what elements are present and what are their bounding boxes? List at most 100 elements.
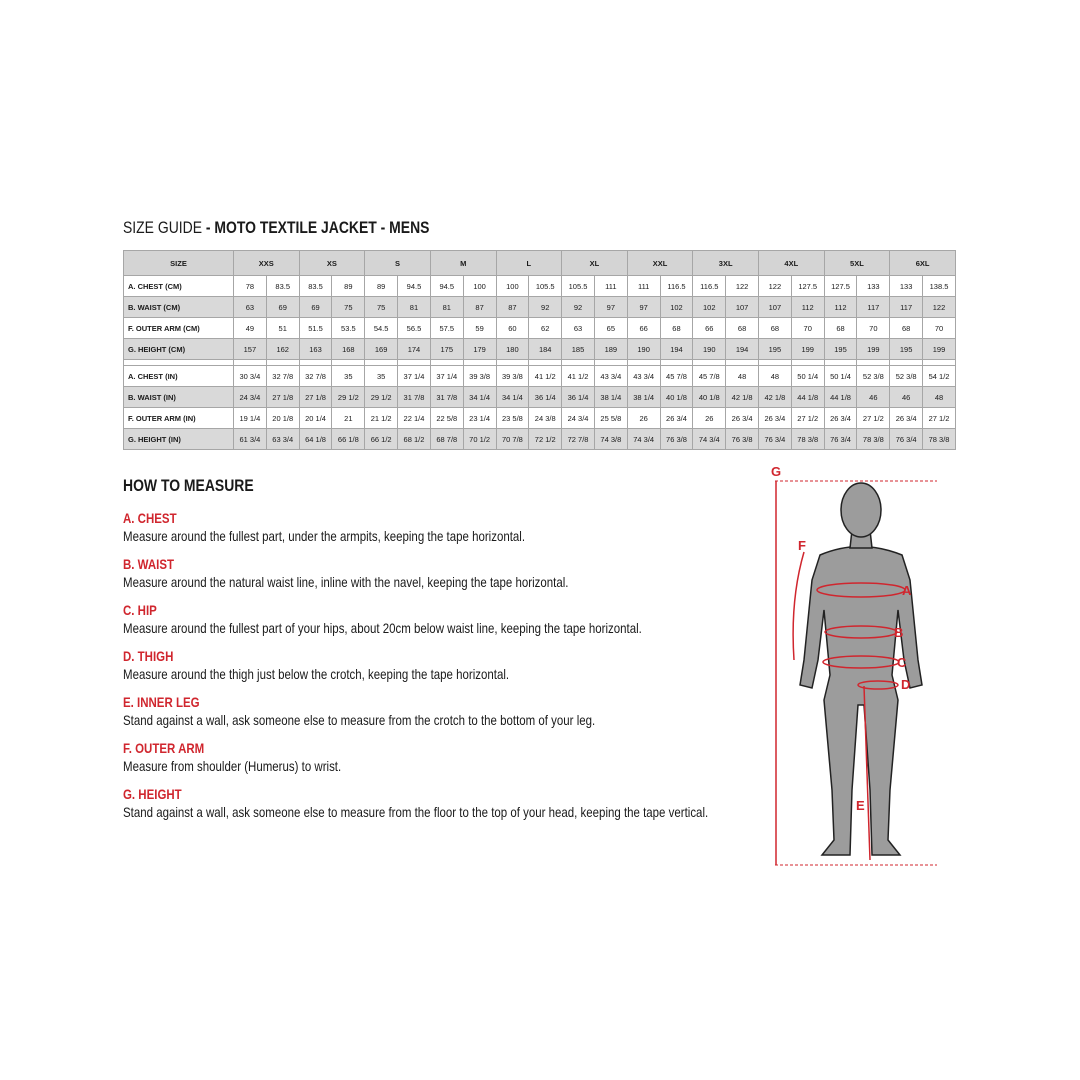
table-row: A. CHEST (IN) 30 3/4 32 7/8 32 7/8 35 35 37 1/…	[123, 365, 956, 387]
cell: 53.5	[331, 317, 366, 339]
cell: 48	[725, 365, 759, 387]
cell: 63	[233, 296, 267, 318]
cell: 169	[364, 338, 399, 360]
cell: 21 1/2	[364, 407, 399, 429]
cell: 36 1/4	[561, 386, 595, 408]
cell: 78	[233, 275, 267, 297]
measure-title: E. INNER LEG	[123, 694, 200, 710]
cell: 70 1/2	[462, 428, 497, 450]
cell: 89	[331, 275, 366, 297]
cell: 31 7/8	[429, 386, 464, 408]
cell: 194	[725, 338, 759, 360]
header-cell: S	[364, 250, 431, 276]
title-prefix: SIZE GUIDE	[123, 218, 203, 237]
cell: 111	[593, 275, 628, 297]
cell: 26	[626, 407, 661, 429]
cell: 27 1/2	[790, 407, 825, 429]
cell: 68	[659, 317, 694, 339]
cell: 74 3/4	[626, 428, 661, 450]
cell: 66	[626, 317, 661, 339]
cell: 76 3/8	[659, 428, 694, 450]
cell: 76 3/4	[758, 428, 792, 450]
cell: 22 5/8	[429, 407, 464, 429]
figure-label: C	[897, 655, 907, 670]
cell: 127.5	[790, 275, 825, 297]
cell: 42 1/8	[725, 386, 759, 408]
row-label: F. OUTER ARM (CM)	[123, 317, 234, 339]
cell: 29 1/2	[331, 386, 366, 408]
figure-label: D	[901, 677, 910, 692]
cell: 74 3/8	[593, 428, 628, 450]
cell: 78 3/8	[790, 428, 825, 450]
cell: 94.5	[429, 275, 464, 297]
cell: 26 3/4	[889, 407, 924, 429]
cell: 133	[856, 275, 891, 297]
cell: 83.5	[298, 275, 333, 297]
cell: 63 3/4	[265, 428, 300, 450]
cell: 97	[626, 296, 661, 318]
header-cell: 4XL	[758, 250, 825, 276]
cell: 163	[298, 338, 333, 360]
cell: 48	[922, 386, 956, 408]
cell: 38 1/4	[626, 386, 661, 408]
cell: 38 1/4	[593, 386, 628, 408]
measure-item: B. WAIST Measure around the natural waist…	[123, 556, 746, 591]
cell: 199	[790, 338, 825, 360]
cell: 65	[593, 317, 628, 339]
row-label: G. HEIGHT (CM)	[123, 338, 234, 360]
cell: 39 3/8	[462, 365, 497, 387]
measure-title: D. THIGH	[123, 648, 174, 664]
figure-label: G	[771, 464, 781, 479]
cell: 105.5	[561, 275, 595, 297]
cell: 46	[856, 386, 891, 408]
cell: 185	[561, 338, 595, 360]
cell: 70	[922, 317, 956, 339]
cell: 199	[922, 338, 956, 360]
cell: 37 1/4	[397, 365, 431, 387]
cell: 112	[790, 296, 825, 318]
cell: 107	[725, 296, 759, 318]
cell: 78 3/8	[922, 428, 956, 450]
header-cell: 5XL	[823, 250, 891, 276]
cell: 199	[856, 338, 891, 360]
cell: 76 3/4	[889, 428, 924, 450]
cell: 56.5	[397, 317, 431, 339]
cell: 21	[331, 407, 366, 429]
cell: 52 3/8	[889, 365, 924, 387]
cell: 27 1/2	[922, 407, 956, 429]
cell: 189	[593, 338, 628, 360]
cell: 116.5	[692, 275, 727, 297]
figure-label: B	[894, 625, 903, 640]
cell: 20 1/8	[265, 407, 300, 429]
row-label: G. HEIGHT (IN)	[123, 428, 234, 450]
cell: 43 3/4	[626, 365, 661, 387]
row-label: B. WAIST (IN)	[123, 386, 234, 408]
cell: 190	[626, 338, 661, 360]
cell: 184	[528, 338, 563, 360]
cell: 44 1/8	[823, 386, 858, 408]
cell: 26 3/4	[725, 407, 759, 429]
cell: 92	[528, 296, 563, 318]
cell: 27 1/8	[265, 386, 300, 408]
header-cell: M	[429, 250, 497, 276]
measure-item: E. INNER LEG Stand against a wall, ask so…	[123, 694, 746, 729]
cell: 195	[889, 338, 924, 360]
measure-list: A. CHEST Measure around the fullest part,…	[123, 510, 746, 821]
cell: 22 1/4	[397, 407, 431, 429]
cell: 32 7/8	[265, 365, 300, 387]
cell: 195	[758, 338, 792, 360]
table-row: F. OUTER ARM (CM) 49 51 51.5 53.5 54.5 56.5 57.…	[123, 317, 956, 339]
cell: 19 1/4	[233, 407, 267, 429]
cell: 32 7/8	[298, 365, 333, 387]
cell: 36 1/4	[528, 386, 563, 408]
measure-title: A. CHEST	[123, 510, 177, 526]
table-row: G. HEIGHT (CM) 157 162 163 168 169 174 175 179 18…	[123, 338, 956, 360]
cell: 25 5/8	[593, 407, 628, 429]
cell: 157	[233, 338, 267, 360]
measure-title: C. HIP	[123, 602, 157, 618]
cell: 138.5	[922, 275, 956, 297]
cell: 68	[758, 317, 792, 339]
measure-item: A. CHEST Measure around the fullest part,…	[123, 510, 746, 545]
table-row: F. OUTER ARM (IN) 19 1/4 20 1/8 20 1/4 21 21 …	[123, 407, 956, 429]
